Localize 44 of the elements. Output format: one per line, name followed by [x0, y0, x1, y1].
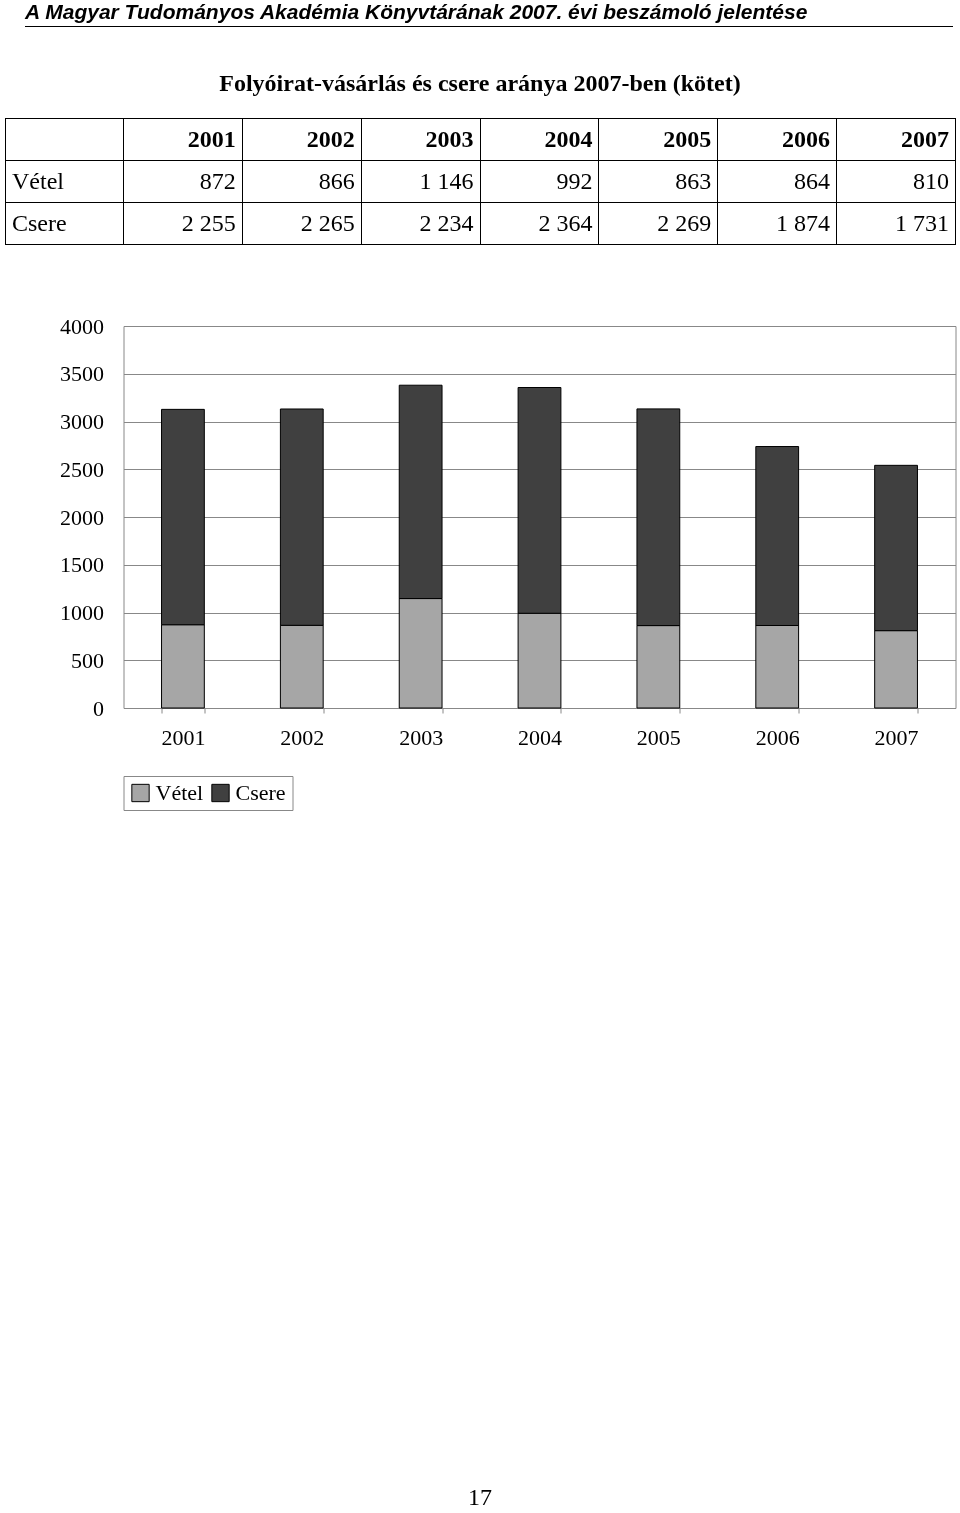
y-tick-label: 500 — [71, 647, 104, 673]
x-tick-label: 2006 — [755, 724, 800, 750]
x-tick-label: 2003 — [399, 724, 444, 750]
data-label: 864 — [717, 160, 837, 203]
data-label: 2 265 — [242, 202, 362, 245]
y-tick-label: 2500 — [60, 456, 104, 482]
data-label: 992 — [480, 160, 599, 203]
y-tick-label: 4000 — [60, 313, 104, 339]
data-label: 810 — [836, 160, 956, 203]
chart-title: Folyóirat-vásárlás és csere aránya 2007-ben (kötet) — [218, 70, 742, 97]
legend-label: Vétel — [155, 780, 204, 805]
data-label: 1 731 — [836, 202, 956, 245]
data-label: 872 — [123, 160, 243, 203]
text: Vétel — [12, 168, 64, 194]
data-label: 2 234 — [361, 202, 481, 245]
x-tick-label: 2002 — [280, 724, 325, 750]
category-label: 2002 — [306, 126, 355, 152]
y-tick-label: 3500 — [60, 361, 104, 387]
data-label: 1 874 — [717, 202, 837, 245]
category-label: 2001 — [187, 126, 236, 152]
text: Csere — [12, 210, 67, 236]
data-label: 2 255 — [123, 202, 243, 245]
x-tick-label: 2007 — [874, 724, 919, 750]
data-label: 2 269 — [598, 202, 718, 245]
x-tick-label: 2005 — [636, 724, 681, 750]
data-label: 863 — [598, 160, 718, 203]
category-label: 2003 — [425, 126, 474, 152]
y-tick-label: 0 — [93, 695, 104, 721]
category-label: 2007 — [901, 126, 949, 152]
x-tick-label: 2001 — [161, 724, 206, 750]
y-tick-label: 1000 — [60, 600, 104, 625]
y-tick-label: 3000 — [60, 409, 104, 434]
legend-label: Csere — [235, 780, 286, 805]
category-label: 2006 — [782, 126, 831, 152]
data-label: 2 364 — [480, 202, 599, 245]
text: A Magyar Tudományos Akadémia Könyvtárának 2007. évi beszámoló jelentése — [25, 0, 953, 27]
y-tick-label: 1500 — [60, 552, 104, 578]
x-tick-label: 2004 — [518, 724, 562, 750]
category-label: 2005 — [663, 126, 712, 152]
text: 17 — [467, 1484, 493, 1511]
category-label: 2004 — [544, 126, 593, 152]
y-tick-label: 2000 — [60, 504, 104, 530]
data-label: 1 146 — [361, 160, 481, 203]
data-label: 866 — [242, 160, 362, 203]
